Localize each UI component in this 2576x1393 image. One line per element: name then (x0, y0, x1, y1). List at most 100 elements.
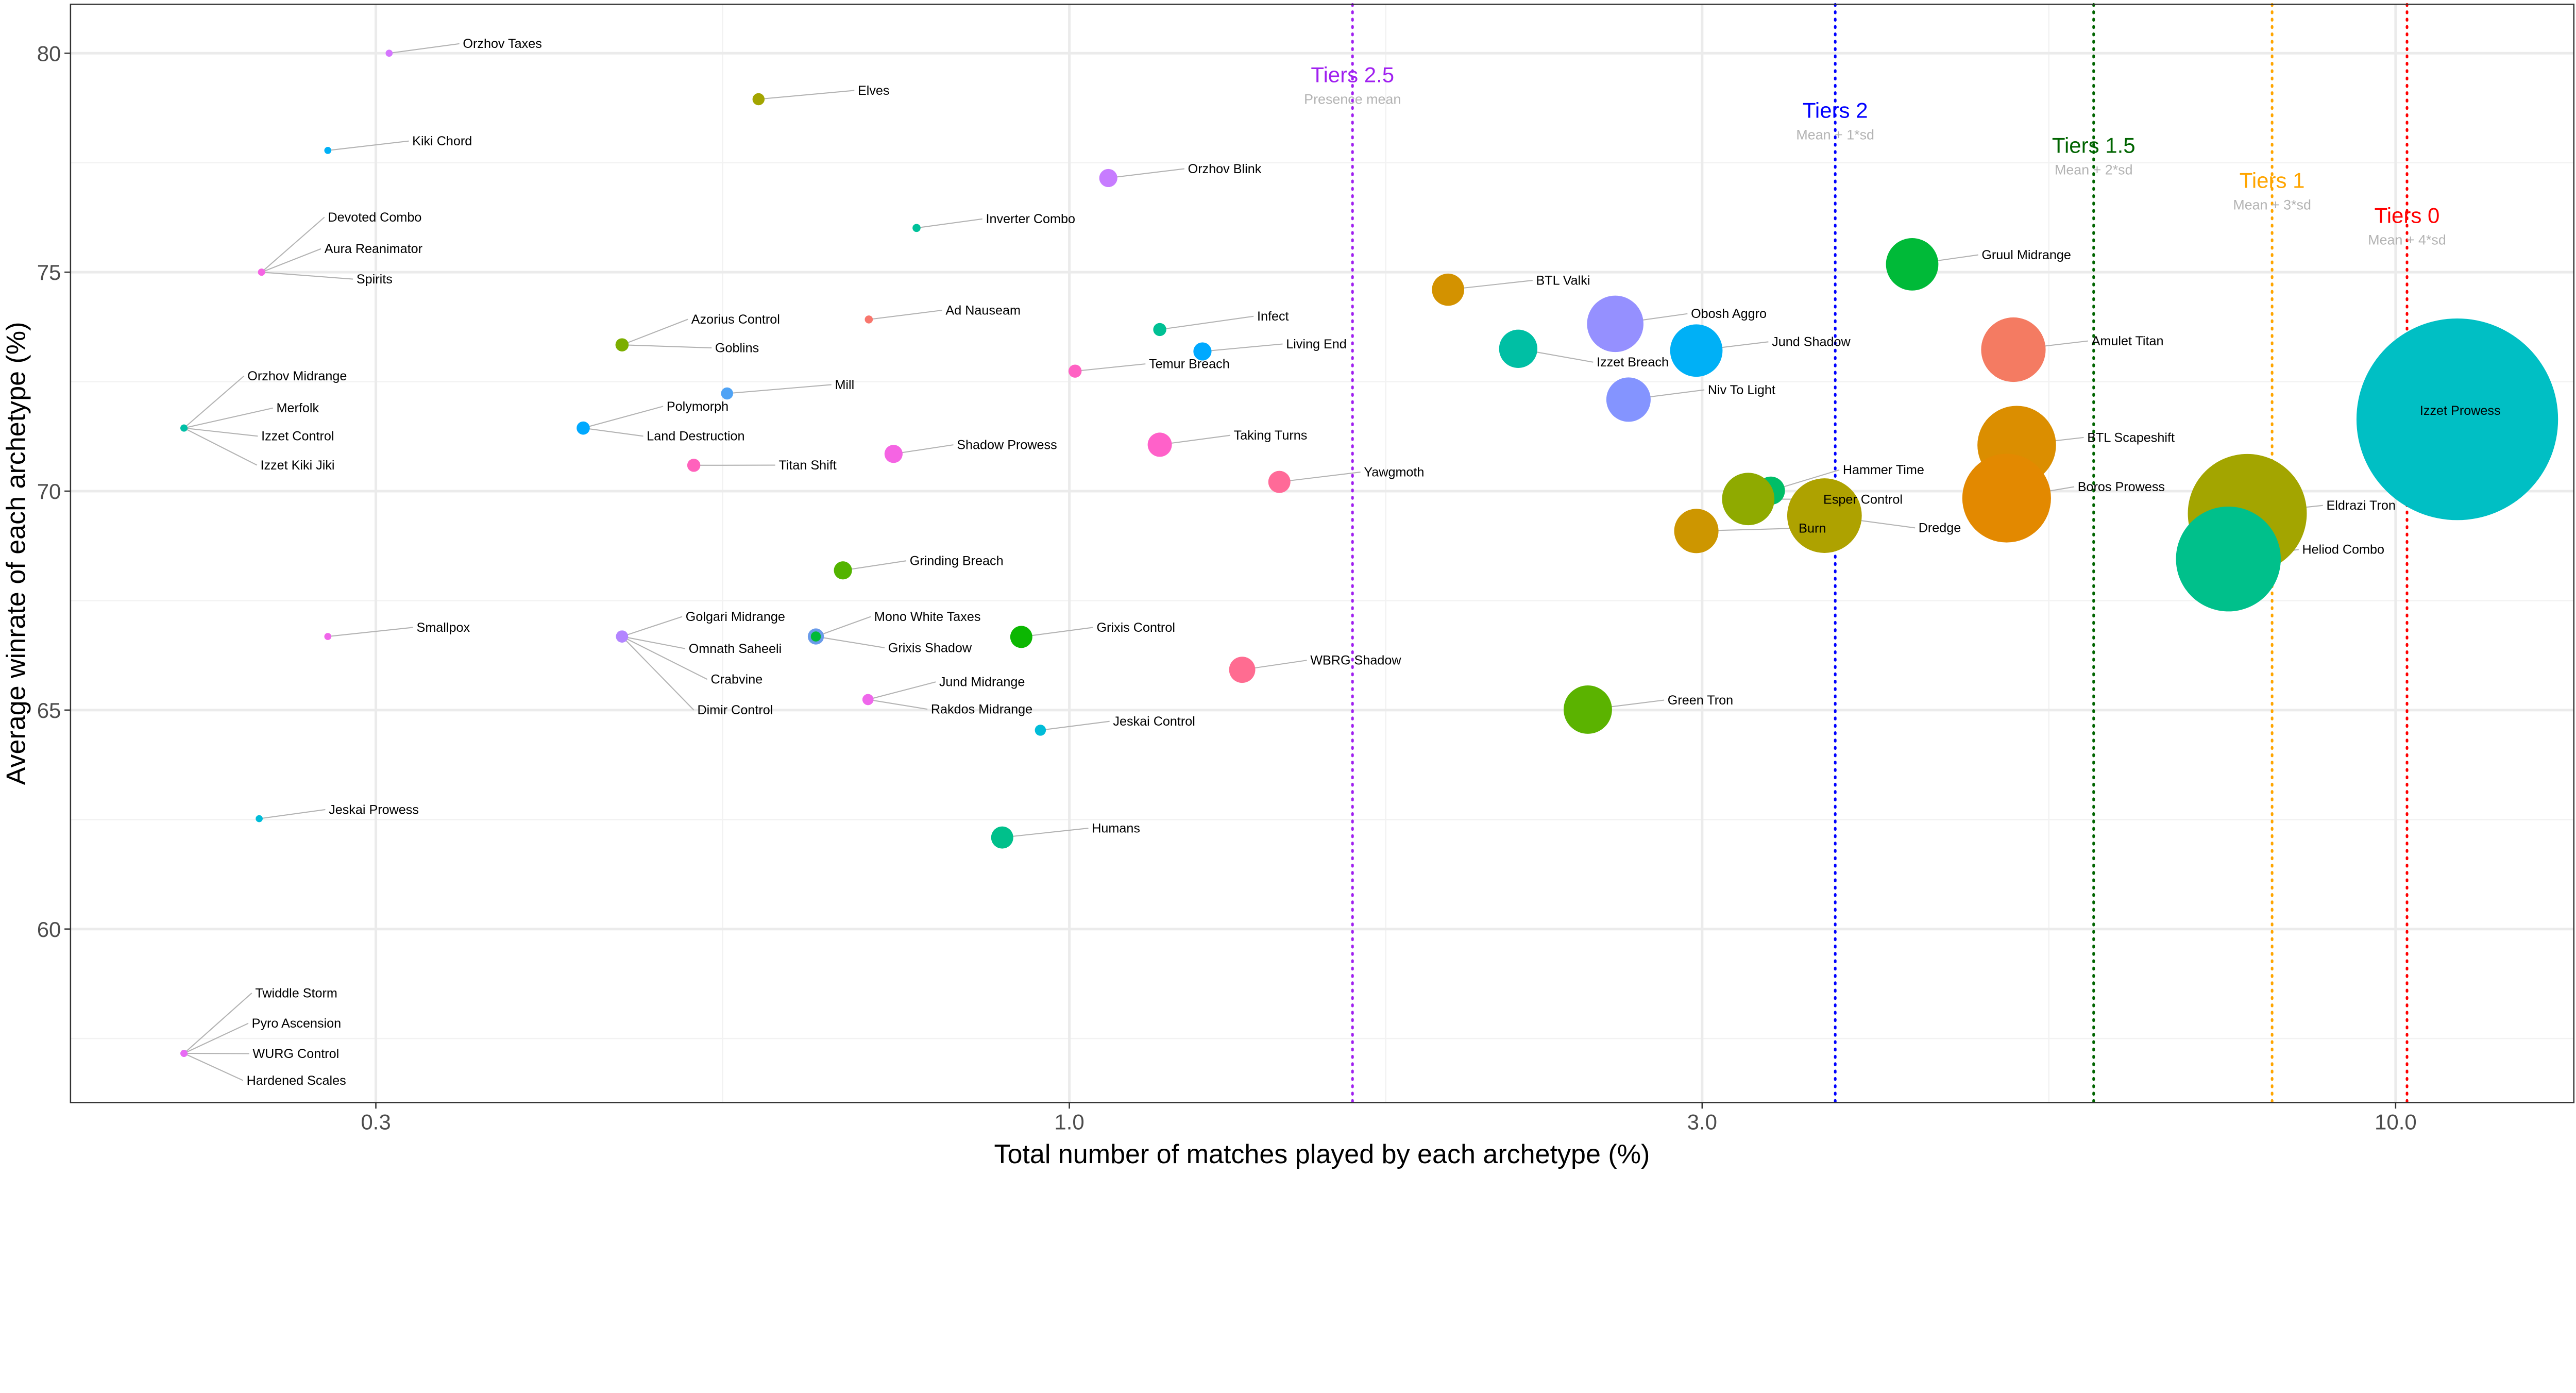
plot-border (70, 4, 2575, 1103)
leader-line (622, 636, 686, 649)
bubble (1981, 317, 2046, 382)
bubble (180, 1050, 188, 1057)
leader-line (183, 375, 245, 429)
leader-line (869, 309, 942, 320)
leader-line (183, 427, 258, 437)
point-label: BTL Scapeshift (2087, 430, 2175, 445)
tier-lines (1351, 3, 2409, 1104)
point-label: Gruul Midrange (1981, 248, 2071, 262)
bubble (2356, 318, 2558, 521)
leader-line (583, 406, 664, 429)
leader-line (622, 318, 688, 346)
point-label: Kiki Chord (412, 134, 472, 148)
point-label: Hammer Time (1843, 463, 1924, 477)
point-label: Pyro Ascension (252, 1016, 341, 1031)
point-label: Shadow Prowess (957, 438, 1057, 452)
bubble (258, 268, 265, 276)
bubble (180, 424, 188, 432)
bubble (865, 315, 873, 324)
tier-subtitle: Mean + 4*sd (2368, 232, 2446, 247)
point-label: Orzhov Blink (1188, 162, 1262, 176)
leader-line (261, 216, 325, 273)
leader-line (183, 993, 252, 1054)
tier-subtitle: Mean + 3*sd (2233, 197, 2311, 212)
bubble (721, 387, 733, 400)
point-label: Inverter Combo (986, 212, 1075, 226)
bubble (324, 147, 332, 154)
bubble (1722, 473, 1775, 526)
point-label: Azorius Control (691, 312, 780, 327)
tier-subtitle: Mean + 1*sd (1796, 127, 1874, 142)
x-axis-title: Total number of matches played by each a… (994, 1139, 1650, 1169)
leader-line (1040, 720, 1110, 731)
leader-line (893, 444, 954, 455)
point-label: Titan Shift (778, 458, 836, 473)
bubble (1147, 432, 1172, 457)
point-label: Dimir Control (697, 703, 773, 717)
point-label: Spirits (357, 272, 393, 287)
point-label: Golgari Midrange (686, 610, 785, 624)
point-label: Crabvine (711, 673, 763, 687)
tier-subtitle: Presence mean (1304, 92, 1401, 107)
leader-line (183, 1022, 249, 1054)
leader-line (842, 560, 907, 571)
y-tick-label: 60 (37, 917, 61, 942)
point-label: Mono White Taxes (874, 610, 981, 624)
point-label: Izzet Control (261, 429, 334, 444)
leader-line (261, 248, 321, 273)
leader-line (1279, 471, 1361, 483)
point-label: Izzet Kiki Jiki (260, 458, 334, 473)
x-tick-label: 10.0 (2375, 1110, 2417, 1134)
y-tick-label: 75 (37, 260, 61, 284)
axes: 0.3 1.0 3.0 10.0 60 65 70 75 80 (37, 41, 2417, 1134)
point-label: Izzet Breach (1597, 355, 1669, 370)
bubble (1962, 454, 2051, 543)
point-label: Obosh Aggro (1691, 307, 1767, 321)
point-label: BTL Valki (1536, 273, 1590, 288)
point-label: Land Destruction (647, 429, 744, 444)
bubble (1432, 273, 1464, 306)
point-label: Izzet Prowess (2420, 404, 2501, 418)
point-label: Taking Turns (1234, 428, 1308, 443)
bubble (810, 631, 821, 642)
bubble (1670, 324, 1723, 377)
point-label: Temur Breach (1149, 357, 1230, 372)
point-label: Merfolk (277, 401, 319, 415)
point-label: Humans (1092, 821, 1140, 835)
bubble (1499, 329, 1538, 368)
bubble (385, 49, 393, 57)
point-label: Devoted Combo (328, 210, 421, 225)
y-axis-title: Average winrate of each archetype (%) (2, 322, 31, 785)
point-label: Dredge (1919, 521, 1961, 535)
leader-line (621, 636, 694, 711)
y-tick-label: 65 (37, 698, 61, 723)
leader-line (328, 140, 409, 151)
leader-line (183, 407, 274, 429)
point-label: Smallpox (417, 620, 470, 635)
point-label: Polymorph (667, 399, 728, 414)
point-label: Orzhov Midrange (247, 369, 347, 383)
point-label: Boros Prowess (2078, 480, 2165, 494)
point-label: Grixis Control (1096, 620, 1175, 635)
leader-line (183, 427, 258, 466)
point-label: Goblins (715, 341, 759, 355)
bubble (616, 630, 629, 643)
leader-line (1021, 627, 1093, 637)
leader-line (622, 616, 683, 637)
leader-line (1075, 363, 1146, 372)
point-labels: Izzet Prowess Eldrazi Tron Heliod Combo BTL… (247, 37, 2501, 1088)
leader-line (1002, 828, 1089, 838)
leader-line (621, 636, 708, 680)
point-label: Elves (858, 83, 890, 98)
tier-title: Tiers 1.5 (2052, 133, 2136, 157)
leader-line (868, 681, 936, 700)
leader-line (1108, 168, 1185, 179)
point-label: Aura Reanimator (325, 242, 422, 256)
point-label: Ad Nauseam (945, 303, 1021, 317)
tier-labels: Tiers 2.5 Presence mean Tiers 2 Mean + 1*sd… (1304, 63, 2446, 248)
point-label: Heliod Combo (2302, 543, 2385, 557)
bubble (752, 93, 765, 106)
x-tick-label: 3.0 (1687, 1110, 1717, 1134)
point-label: Amulet Titan (2092, 334, 2164, 348)
point-label: Jeskai Control (1113, 714, 1195, 729)
